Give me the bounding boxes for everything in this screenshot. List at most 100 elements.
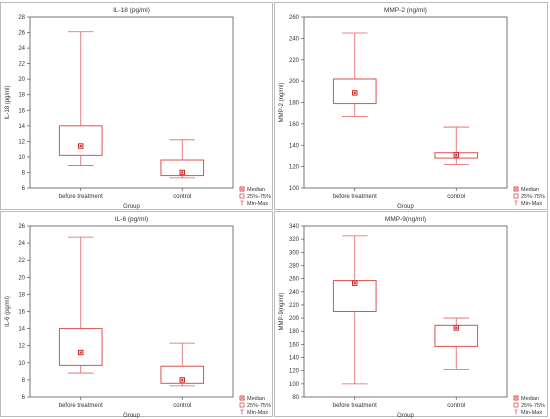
y-tick-label: 16 [18,108,25,114]
x-tick-label: control [447,403,465,409]
legend-median-label: Median [247,187,265,193]
plot-area [29,16,234,189]
y-tick-label: 8 [22,170,26,176]
y-tick-label: 260 [289,277,300,283]
y-tick-label: 20 [18,77,25,83]
box-1 [332,32,377,117]
legend-median-dot [515,188,517,190]
x-tick-label: control [173,403,191,409]
chart-panel-3: IL-6 (pg/ml) 6 8 10 12 14 16 18 20 22 24 26 IL-6 (pg… [0,211,273,419]
x-axis-label: Group [123,413,140,419]
y-tick-label: 220 [289,58,300,64]
y-tick-label: 180 [289,329,300,335]
legend-iqr-swatch [239,193,245,199]
y-tick-label: 340 [289,224,300,230]
y-tick-label: 240 [289,290,300,296]
median-marker-dot [455,153,458,156]
x-axis-label: Group [397,204,414,210]
legend-range-label: Min-Max [521,201,542,207]
box-1 [58,31,103,166]
plot-area [303,225,508,398]
chart-panel-4: MMP-9(ng/ml) 80 100 120 140 160 180 200 220 240 26… [274,211,548,419]
y-axis-label: MMP-9(ng/ml) [279,292,285,330]
panel-frame [0,211,273,417]
panel-frame [274,211,548,417]
y-tick-label: 26 [18,224,25,230]
y-tick-label: 24 [18,46,25,52]
y-tick-label: 240 [289,36,300,42]
y-tick-label: 18 [18,93,25,99]
legend-iqr-label: 25%-75% [521,194,545,200]
box-1 [58,236,103,374]
y-tick-label: 300 [289,250,300,256]
y-tick-label: 160 [289,122,300,128]
x-tick-label: before treatment [333,194,377,200]
panel-frame [0,2,273,210]
y-tick-label: 140 [289,143,300,149]
y-tick-label: 22 [18,258,25,264]
y-tick-label: 22 [18,62,25,68]
y-tick-label: 20 [18,275,25,281]
box-2 [434,317,479,370]
chart-panel-2: MMP-2 (ng/ml) 100 120 140 160 180 200 220 240 260… [274,2,548,210]
median-marker-dot [353,91,356,94]
iqr-box [160,159,205,177]
y-tick-label: 8 [22,378,26,384]
y-tick-label: 100 [289,382,300,388]
chart-title: IL-6 (pg/ml) [115,216,148,223]
median-marker-dot [455,326,458,329]
y-tick-label: 220 [289,303,300,309]
iqr-box [58,125,103,156]
y-tick-label: 12 [18,344,25,350]
iqr-box [160,365,205,384]
x-tick-label: control [173,194,191,200]
y-tick-label: 200 [289,79,300,85]
x-tick-label: control [447,194,465,200]
x-axis-label: Group [123,204,140,210]
iqr-box [58,328,103,366]
legend-median-dot [515,397,517,399]
median-marker-dot [353,282,356,285]
y-axis-label: IL-6 (pg/ml) [5,296,11,327]
chart-panel-1: IL-18 (pg/ml) 6 8 10 12 14 16 18 20 22 24 26 28 IL-18… [0,2,273,210]
y-tick-label: 28 [18,15,25,21]
x-tick-label: before treatment [333,403,377,409]
y-tick-label: 120 [289,165,300,171]
legend-iqr-swatch [239,402,245,408]
median-marker-dot [181,378,184,381]
median-marker-dot [79,145,82,148]
legend-median-label: Median [521,396,539,402]
chart-title: IL-18 (pg/ml) [113,7,150,14]
y-axis-label: IL-18 (pg/ml) [5,85,11,119]
y-tick-label: 10 [18,361,25,367]
y-tick-label: 260 [289,15,300,21]
y-tick-label: 16 [18,310,25,316]
legend-median-label: Median [521,187,539,193]
y-tick-label: 140 [289,356,300,362]
legend-iqr-swatch [513,193,519,199]
y-tick-label: 12 [18,139,25,145]
median-marker-dot [79,351,82,354]
y-tick-label: 24 [18,241,25,247]
chart-title: MMP-9(ng/ml) [385,216,426,223]
panel-frame [274,2,548,210]
y-tick-label: 10 [18,155,25,161]
x-tick-label: before treatment [59,194,103,200]
legend-median-dot [241,188,243,190]
y-tick-label: 18 [18,292,25,298]
y-tick-label: 320 [289,237,300,243]
box-1 [332,235,377,385]
y-tick-label: 200 [289,316,300,322]
median-marker-dot [181,171,184,174]
legend-iqr-label: 25%-75% [521,403,545,409]
y-tick-label: 180 [289,101,300,107]
y-tick-label: 26 [18,31,25,37]
legend-range-label: Min-Max [247,201,268,207]
chart-title: MMP-2 (ng/ml) [384,7,427,14]
y-tick-label: 14 [18,327,25,333]
